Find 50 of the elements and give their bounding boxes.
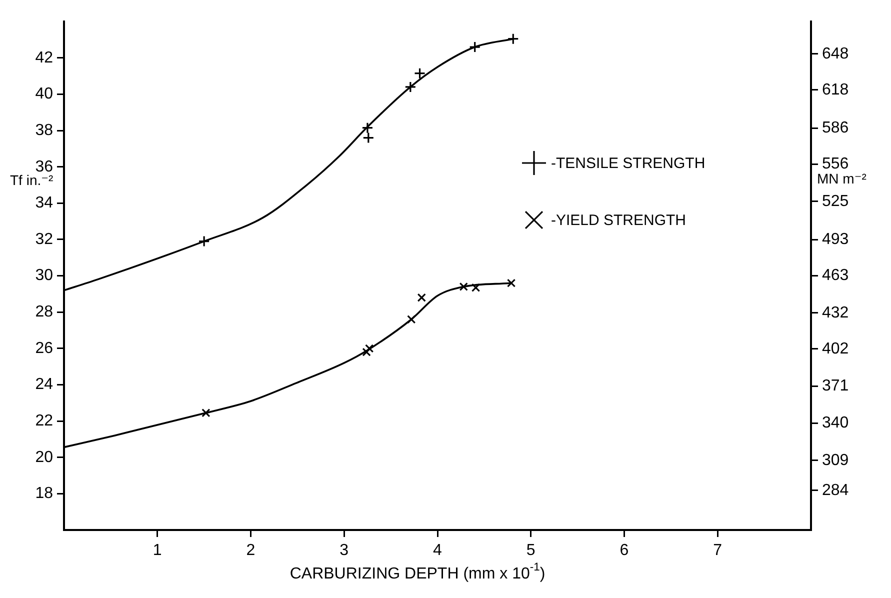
y2-axis-title: MN m⁻²: [817, 170, 867, 186]
point: [362, 348, 371, 356]
y2-tick-label: 284: [822, 482, 849, 499]
point: [414, 68, 426, 80]
x-tick-label: 5: [526, 542, 536, 560]
y-tick-label: 40: [35, 86, 54, 103]
point: [417, 293, 426, 302]
y-tick-label: 18: [35, 485, 54, 502]
y-tick-label: 38: [35, 122, 54, 139]
point: [507, 33, 519, 45]
y2-tick-label: 463: [822, 267, 849, 284]
legend-label: -TENSILE STRENGTH: [551, 154, 706, 172]
y-tick-label: 32: [35, 230, 54, 248]
y2-tick-label: 556: [822, 156, 849, 173]
legend-label: -YIELD STRENGTH: [551, 212, 686, 229]
point: [471, 283, 480, 292]
point: [404, 81, 416, 93]
point: [469, 41, 481, 53]
y2-tick-label: 618: [822, 81, 849, 98]
y2-tick-label: 525: [822, 192, 849, 210]
point: [459, 282, 468, 292]
point: [407, 315, 416, 324]
y-tick-label: 28: [35, 304, 54, 321]
y-tick-label: 22: [35, 412, 54, 430]
y2-tick-label: 340: [822, 414, 849, 432]
x-tick-label: 3: [340, 542, 349, 560]
y-tick-label: 26: [35, 340, 54, 357]
point: [202, 408, 210, 418]
y-tick-label: 42: [35, 49, 54, 66]
y2-tick-label: 648: [822, 45, 849, 62]
y2-tick-label: 402: [822, 340, 849, 358]
y2-tick-label: 586: [822, 120, 849, 137]
y2-tick-label: 432: [822, 304, 849, 322]
point: [362, 132, 374, 144]
y-tick-label: 24: [35, 376, 54, 394]
x-tick-label: 7: [713, 542, 722, 560]
x-tick-label: 6: [620, 542, 629, 560]
y-tick-label: 34: [35, 194, 54, 212]
y2-tick-label: 493: [822, 231, 849, 248]
x-tick-label: 2: [246, 542, 256, 560]
y2-tick-label: 371: [822, 378, 849, 395]
y2-tick-label: 309: [822, 452, 849, 469]
y-tick-label: 20: [35, 448, 54, 466]
y-tick-label: 30: [35, 267, 54, 284]
x-tick-label: 4: [433, 542, 442, 560]
x-tick-label: 1: [152, 542, 162, 560]
point: [362, 122, 374, 134]
point: [506, 278, 516, 288]
point: [198, 236, 210, 248]
point: [365, 344, 374, 353]
